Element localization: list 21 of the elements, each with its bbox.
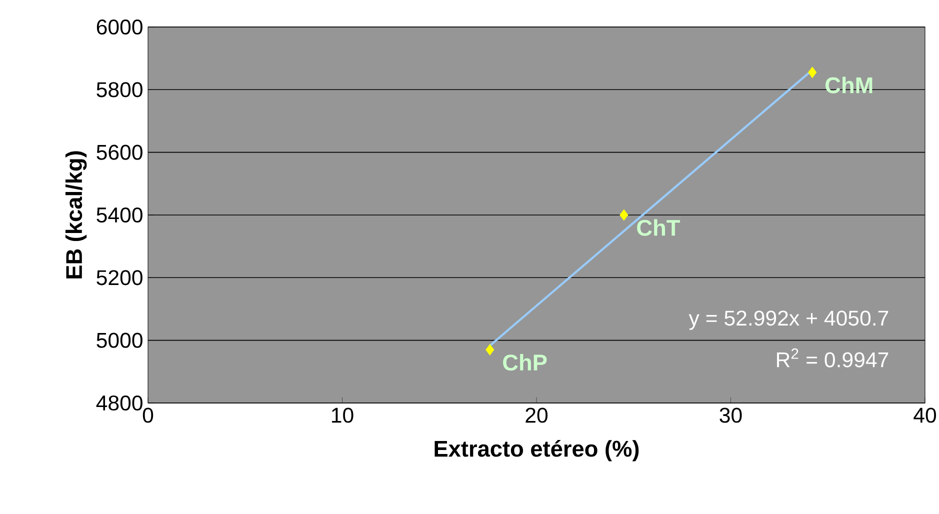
x-tick-label: 40 [914, 408, 936, 423]
y-tick-label: 6000 [96, 19, 142, 35]
y-tick-label: 5600 [96, 144, 142, 160]
y-tick-label: 5800 [96, 82, 142, 98]
x-tick-label: 10 [332, 408, 354, 423]
x-axis-title: Extracto etéreo (%) [434, 440, 639, 462]
point [808, 66, 817, 78]
annotation: ChP [503, 354, 547, 371]
y-axis-title: EB (kcal/kg) [65, 151, 87, 278]
x-tick-label: 20 [526, 408, 548, 423]
annotation: y = 52.992x + 4050.7 [688, 310, 888, 330]
x-tick-label: 30 [720, 408, 742, 423]
y-tick-label: 5000 [96, 332, 142, 348]
point [486, 344, 494, 356]
y-tick-label: 5200 [96, 270, 142, 286]
annotation: ChT [637, 219, 680, 236]
x-tick-label: 0 [142, 408, 154, 423]
point [620, 209, 628, 221]
y-tick-label: 4800 [96, 395, 142, 411]
y-tick-label: 5400 [96, 207, 142, 223]
annotation: R$^{2}$ = 0.9947 [777, 348, 888, 368]
